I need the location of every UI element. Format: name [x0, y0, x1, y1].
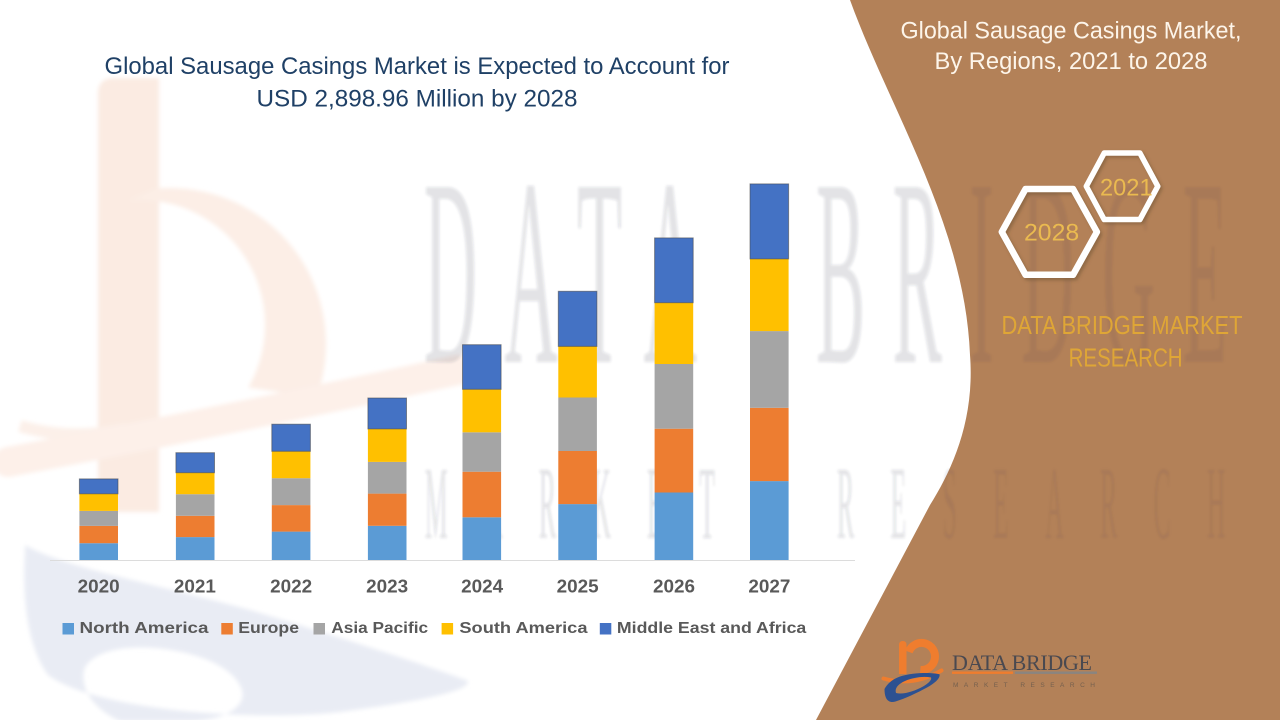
svg-text:MARKET RESEARCH: MARKET RESEARCH	[953, 682, 1095, 689]
svg-text:2027: 2027	[748, 576, 790, 597]
svg-text:Global Sausage Casings Market: Global Sausage Casings Market is Expecte…	[105, 53, 730, 80]
svg-text:2025: 2025	[557, 576, 599, 597]
svg-text:RESEARCH: RESEARCH	[1069, 345, 1183, 373]
svg-text:DATA BRIDGE: DATA BRIDGE	[952, 650, 1092, 675]
svg-text:Middle East and Africa: Middle East and Africa	[617, 620, 807, 637]
svg-text:2020: 2020	[78, 576, 120, 597]
svg-text:By Regions, 2021 to 2028: By Regions, 2021 to 2028	[935, 48, 1208, 75]
svg-text:DATA BRIDGE MARKET: DATA BRIDGE MARKET	[1002, 312, 1243, 340]
svg-text:2021: 2021	[174, 576, 216, 597]
svg-text:North America: North America	[80, 620, 209, 637]
svg-text:2026: 2026	[653, 576, 695, 597]
svg-text:Asia Pacific: Asia Pacific	[331, 620, 428, 637]
svg-text:2022: 2022	[270, 576, 312, 597]
svg-text:Europe: Europe	[238, 620, 299, 637]
svg-text:2028: 2028	[1024, 220, 1079, 247]
svg-text:2024: 2024	[461, 576, 504, 597]
svg-text:South America: South America	[459, 620, 587, 637]
svg-text:2021: 2021	[1100, 175, 1153, 202]
svg-text:2023: 2023	[366, 576, 408, 597]
svg-text:Global Sausage Casings Market,: Global Sausage Casings Market,	[901, 18, 1242, 45]
svg-text:USD 2,898.96 Million by 2028: USD 2,898.96 Million by 2028	[257, 86, 578, 113]
